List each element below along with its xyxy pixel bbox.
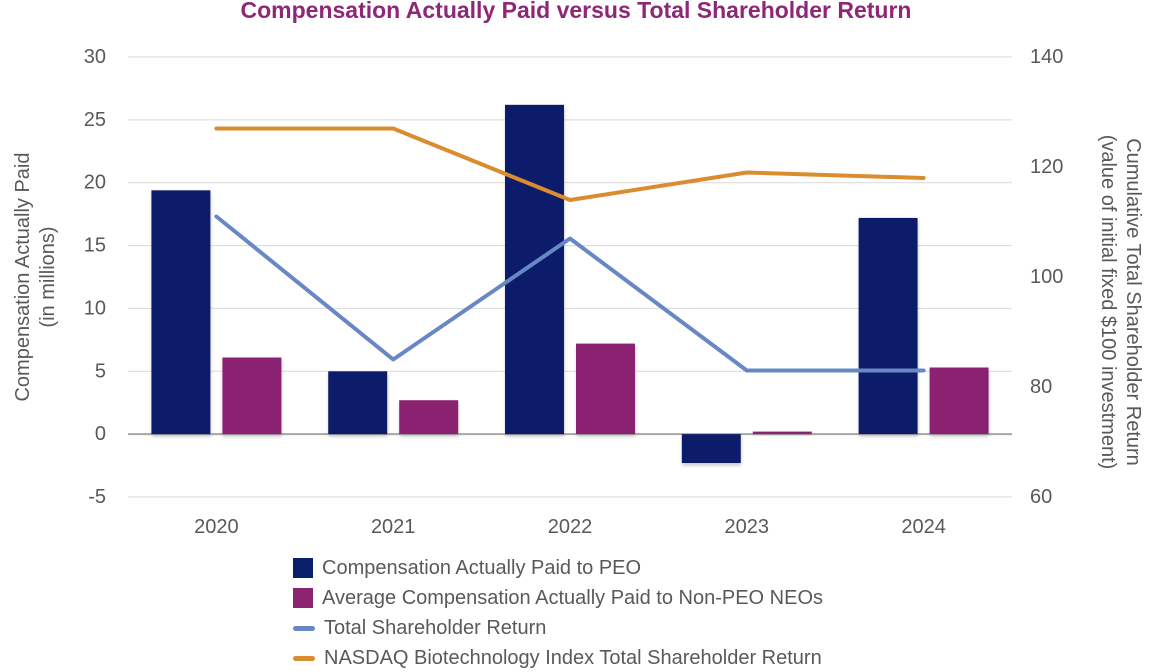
bar — [151, 190, 211, 435]
svg-text:30: 30 — [84, 46, 106, 68]
legend: Compensation Actually Paid to PEO Averag… — [293, 556, 823, 669]
svg-text:-5: -5 — [88, 486, 106, 508]
nonpeo-bar-swatch — [293, 588, 313, 608]
bar — [222, 357, 282, 435]
bar — [576, 343, 635, 435]
bar — [681, 434, 741, 463]
legend-label-tsr: Total Shareholder Return — [324, 616, 547, 639]
svg-text:25: 25 — [84, 109, 106, 131]
svg-text:2023: 2023 — [725, 516, 770, 538]
line-series-nasdaq — [214, 126, 926, 202]
left-axis-tick-labels: 30 25 20 15 10 5 0 -5 — [84, 46, 106, 508]
line-series-tsr — [214, 214, 926, 373]
svg-text:80: 80 — [1030, 376, 1052, 398]
bar-series-nonpeo — [222, 343, 989, 435]
svg-text:2021: 2021 — [371, 516, 416, 538]
legend-item-nonpeo-bar: Average Compensation Actually Paid to No… — [293, 586, 823, 609]
legend-label-nasdaq: NASDAQ Biotechnology Index Total Shareho… — [324, 646, 822, 669]
svg-text:120: 120 — [1030, 156, 1063, 178]
bar — [858, 217, 918, 435]
svg-text:15: 15 — [84, 235, 106, 257]
svg-text:10: 10 — [84, 297, 106, 319]
svg-text:140: 140 — [1030, 46, 1063, 68]
svg-text:2024: 2024 — [901, 516, 946, 538]
svg-text:2020: 2020 — [194, 516, 239, 538]
svg-text:60: 60 — [1030, 486, 1052, 508]
bar — [328, 371, 388, 435]
legend-label-peo: Compensation Actually Paid to PEO — [322, 556, 642, 579]
bar — [752, 431, 812, 435]
x-axis-tick-labels: 2020 2021 2022 2023 2024 — [194, 516, 946, 538]
legend-label-nonpeo: Average Compensation Actually Paid to No… — [322, 586, 823, 609]
peo-bar-swatch — [293, 558, 313, 578]
svg-text:5: 5 — [95, 360, 106, 382]
svg-text:0: 0 — [95, 423, 106, 445]
bar — [505, 104, 564, 435]
bar — [929, 367, 989, 435]
bar-series-peo — [151, 104, 918, 463]
tsr-line-swatch — [293, 625, 315, 631]
nasdaq-line-swatch — [293, 655, 315, 661]
legend-item-nasdaq-line: NASDAQ Biotechnology Index Total Shareho… — [293, 646, 823, 669]
legend-item-tsr-line: Total Shareholder Return — [293, 616, 823, 639]
right-axis-tick-labels: 140 120 100 80 60 — [1030, 46, 1063, 508]
svg-text:2022: 2022 — [548, 516, 593, 538]
legend-item-peo-bar: Compensation Actually Paid to PEO — [293, 556, 823, 579]
bar — [399, 400, 459, 435]
svg-text:20: 20 — [84, 172, 106, 194]
svg-text:100: 100 — [1030, 266, 1063, 288]
chart-title: Compensation Actually Paid versus Total … — [240, 0, 912, 23]
